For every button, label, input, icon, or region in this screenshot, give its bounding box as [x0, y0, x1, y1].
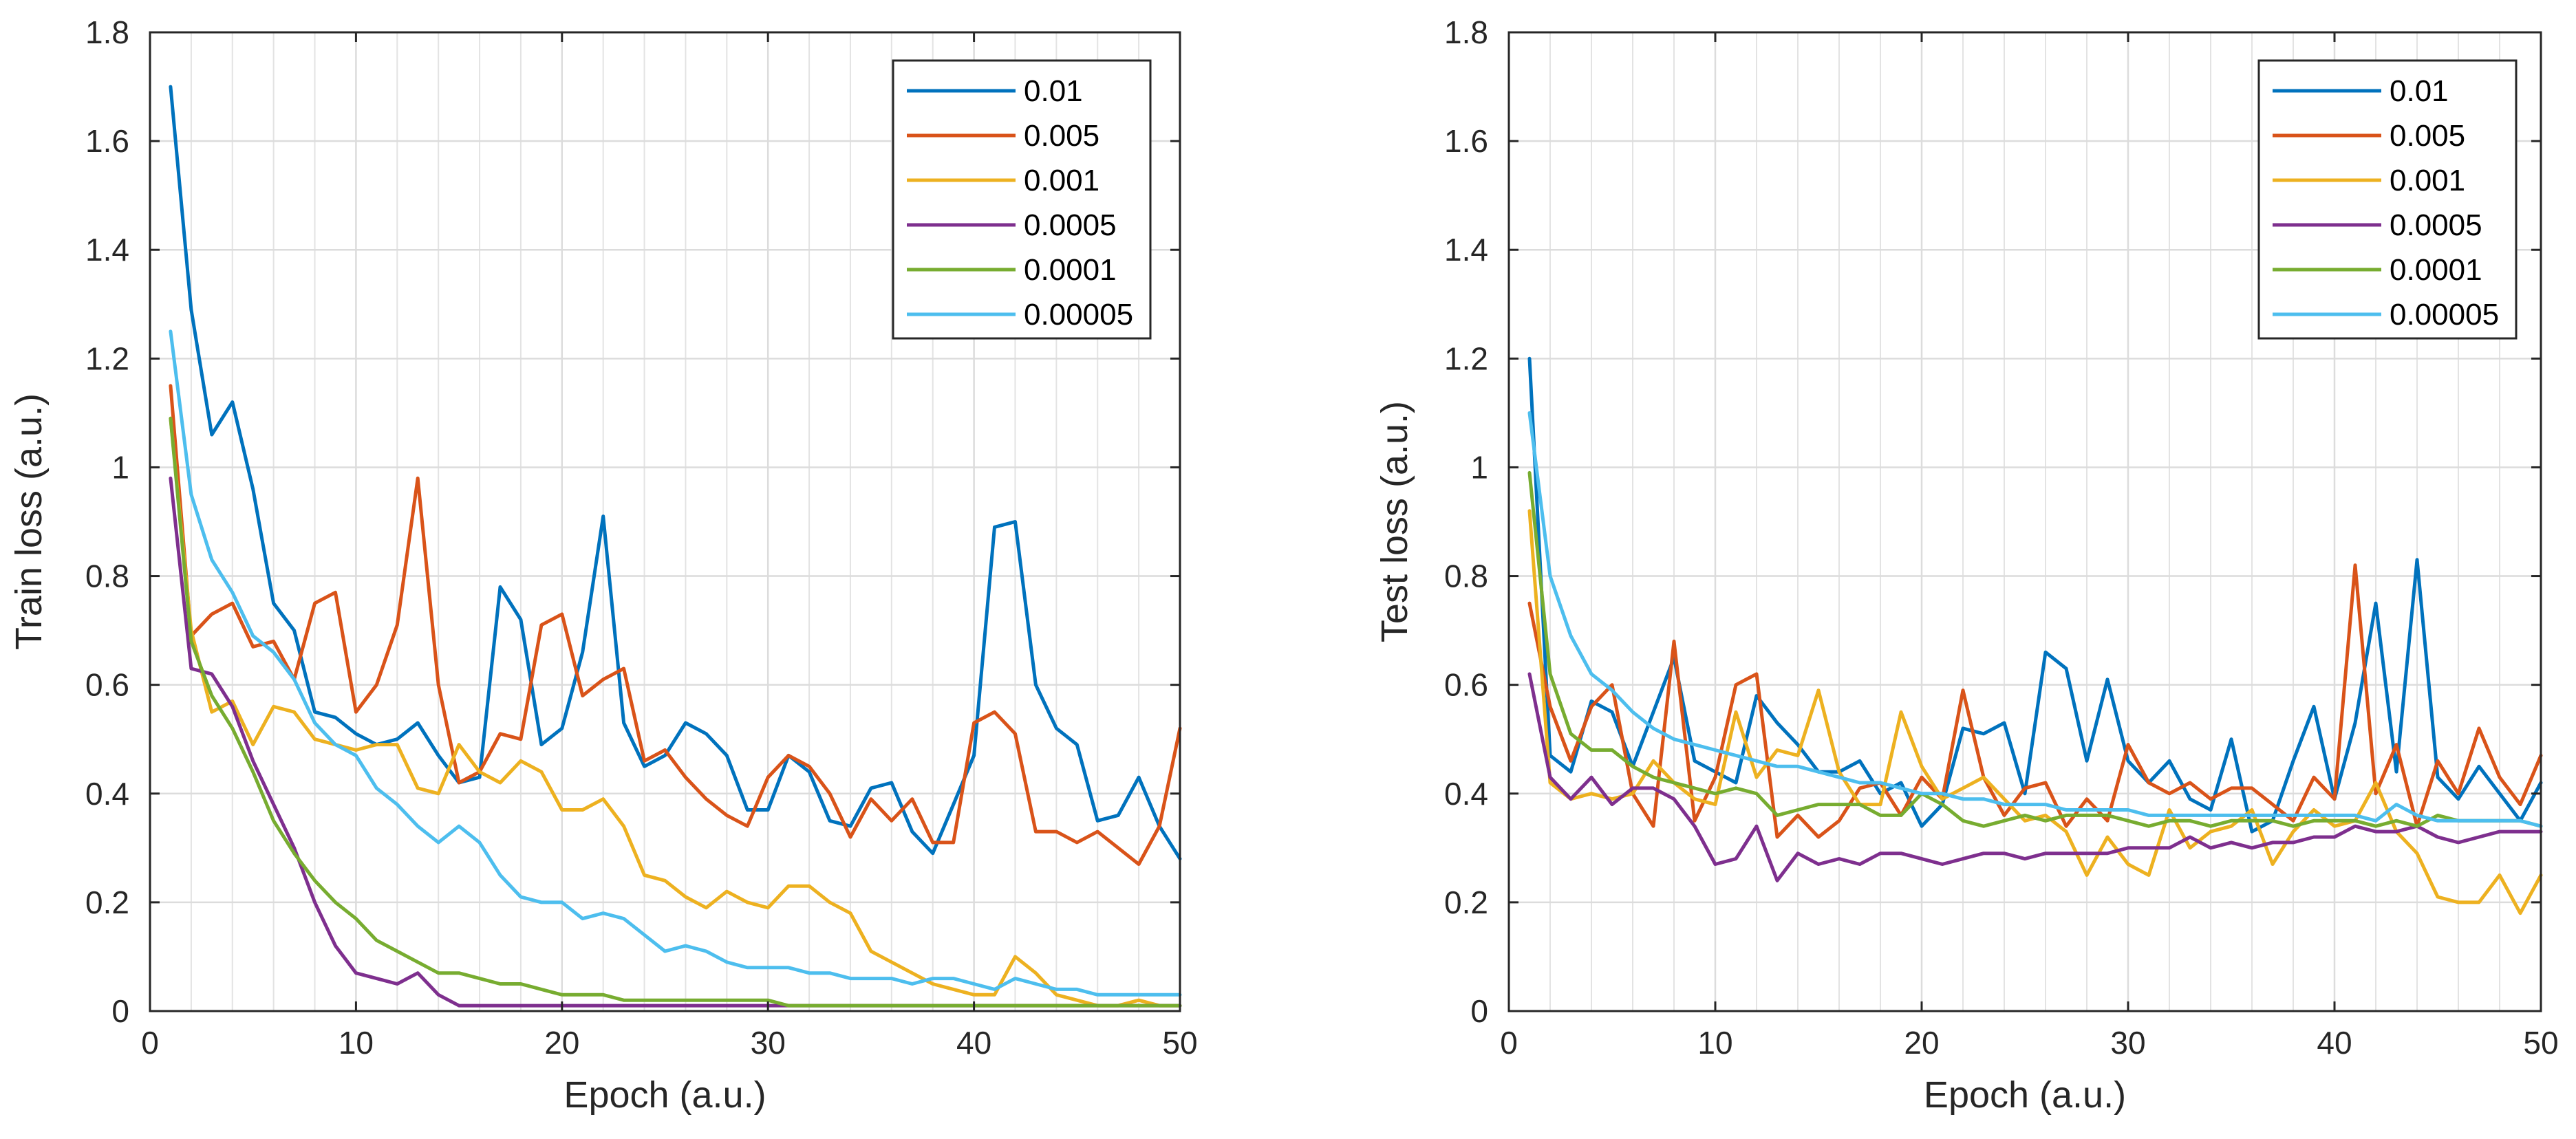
train-series-line-0.0001: [169, 416, 1182, 1008]
train-legend-label: 0.00005: [1024, 298, 1133, 332]
train-x-tick-label: 40: [956, 1025, 991, 1061]
train-y-tick-label: 1.2: [85, 340, 129, 376]
train-y-tick-label: 1.8: [85, 14, 129, 50]
train-y-tick-label: 0: [111, 993, 129, 1029]
train-y-axis-label: Train loss (a.u.): [8, 393, 50, 650]
train-series-line-0.005: [169, 384, 1182, 866]
test-legend-label: 0.001: [2390, 164, 2465, 197]
test-x-tick-label: 10: [1697, 1025, 1732, 1061]
train-x-tick-label: 20: [544, 1025, 579, 1061]
test-legend-label: 0.0001: [2390, 253, 2482, 287]
train-legend-label: 0.001: [1024, 164, 1099, 197]
test-legend: 0.01 0.005 0.001 0.0005 0.0001 0.00005: [2257, 59, 2518, 340]
test-x-tick-label: 50: [2523, 1025, 2558, 1061]
test-legend-label: 0.01: [2390, 74, 2449, 108]
test-series-line-0.0001: [1527, 470, 2543, 828]
test-y-tick-label: 0: [1470, 993, 1488, 1029]
train-y-tick-label: 0.8: [85, 558, 129, 594]
train-x-axis-label: Epoch (a.u.): [564, 1074, 766, 1116]
train-y-tick-label: 0.4: [85, 776, 129, 812]
test-legend-box: [2257, 59, 2518, 340]
train-legend-box: [892, 59, 1152, 340]
test-legend-label: 0.005: [2390, 119, 2465, 153]
train-loss-chart: 0 10 20 30 40 50 0 0.2 0.4 0.6 0.8 1 1.2 1.4 1.6 1.8 Epo…: [8, 14, 1198, 1116]
train-y-tick-label: 1.4: [85, 232, 129, 268]
test-y-axis-label: Test loss (a.u.): [1374, 401, 1415, 642]
train-x-tick-label: 30: [751, 1025, 786, 1061]
train-legend-label: 0.005: [1024, 119, 1099, 153]
train-legend-label: 0.0005: [1024, 208, 1117, 242]
test-x-tick-label: 20: [1904, 1025, 1939, 1061]
test-series-line-0.0005: [1527, 672, 2543, 882]
test-y-tick-label: 1.2: [1444, 340, 1488, 376]
test-y-tick-label: 0.4: [1444, 776, 1488, 812]
test-legend-label: 0.00005: [2390, 298, 2499, 332]
train-y-tick-label: 1.6: [85, 123, 129, 159]
train-series-line-0.00005: [169, 329, 1182, 997]
train-legend: 0.01 0.005 0.001 0.0005 0.0001 0.00005: [892, 59, 1152, 340]
test-loss-chart: 0 10 20 30 40 50 0 0.2 0.4 0.6 0.8 1 1.2 1.4 1.6 1.8 Epo…: [1374, 14, 2559, 1116]
train-y-tick-label: 1: [111, 449, 129, 485]
test-axes-box: [1507, 31, 2542, 1012]
test-series-line-0.01: [1527, 356, 2543, 834]
test-y-tick-label: 0.2: [1444, 885, 1488, 920]
test-series-line-0.00005: [1527, 411, 2543, 828]
train-series-line-0.01: [169, 85, 1182, 861]
test-y-tick-label: 0.6: [1444, 667, 1488, 703]
train-axes-box: [149, 31, 1181, 1012]
test-x-tick-label: 0: [1500, 1025, 1518, 1061]
train-y-tick-label: 0.6: [85, 667, 129, 703]
test-x-axis-label: Epoch (a.u.): [1924, 1074, 2126, 1116]
test-y-tick-label: 1.6: [1444, 123, 1488, 159]
test-y-tick-label: 0.8: [1444, 558, 1488, 594]
test-y-tick-label: 1: [1470, 449, 1488, 485]
test-y-tick-label: 1.4: [1444, 232, 1488, 268]
train-legend-label: 0.01: [1024, 74, 1083, 108]
test-x-tick-label: 40: [2317, 1025, 2352, 1061]
test-x-tick-label: 30: [2110, 1025, 2145, 1061]
train-y-tick-label: 0.2: [85, 885, 129, 920]
train-x-tick-label: 0: [141, 1025, 159, 1061]
test-y-tick-label: 1.8: [1444, 14, 1488, 50]
train-legend-label: 0.0001: [1024, 253, 1117, 287]
train-x-tick-label: 10: [339, 1025, 374, 1061]
test-legend-label: 0.0005: [2390, 208, 2482, 242]
test-series-line-0.005: [1527, 563, 2543, 839]
train-x-tick-label: 50: [1162, 1025, 1197, 1061]
